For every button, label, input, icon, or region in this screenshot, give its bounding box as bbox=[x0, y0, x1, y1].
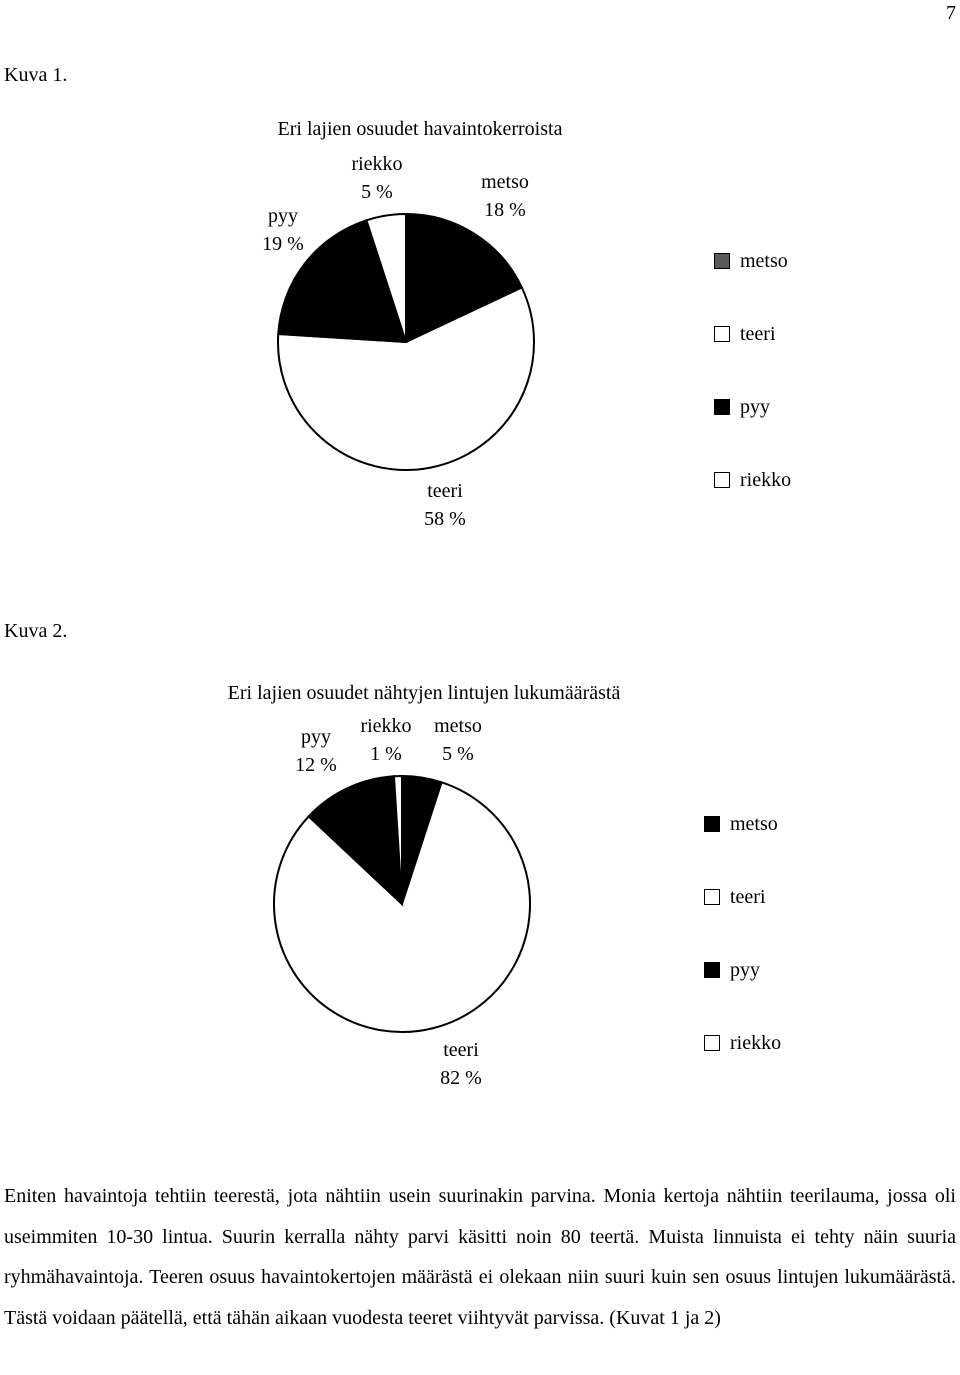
chart-1-legend-label-pyy: pyy bbox=[740, 396, 770, 418]
chart-1-label-riekko: riekko 5 % bbox=[351, 150, 402, 206]
chart-1-label-riekko-value: 5 % bbox=[361, 181, 393, 203]
chart-1-legend: metso teeri pyy riekko bbox=[714, 248, 791, 493]
chart-2-label-riekko-name: riekko bbox=[360, 715, 412, 737]
chart-1-legend-swatch-riekko bbox=[714, 472, 730, 488]
chart-2-legend-swatch-teeri bbox=[704, 889, 720, 905]
chart-1-legend-label-teeri: teeri bbox=[740, 323, 776, 345]
chart-2-legend-label-metso: metso bbox=[730, 813, 778, 835]
chart-2-label-teeri-value: 82 % bbox=[440, 1067, 482, 1089]
chart-2-legend-item-metso: metso bbox=[704, 811, 781, 837]
chart-2-label-pyy-name: pyy bbox=[300, 726, 331, 748]
chart-2-label-metso-value: 5 % bbox=[442, 743, 474, 765]
chart-1-label-teeri-name: teeri bbox=[427, 480, 463, 502]
chart-1-slice-pyy bbox=[277, 219, 408, 344]
chart-2-label-riekko-value: 1 % bbox=[370, 743, 402, 765]
chart-2-legend-swatch-pyy bbox=[704, 962, 720, 978]
chart-2-legend-item-teeri: teeri bbox=[704, 884, 781, 910]
chart-2-label-teeri-name: teeri bbox=[443, 1039, 479, 1061]
chart-2-title: Eri lajien osuudet nähtyjen lintujen luk… bbox=[227, 682, 621, 704]
chart-2-label-teeri: teeri 82 % bbox=[440, 1036, 482, 1092]
body-paragraph: Eniten havaintoja tehtiin teerestä, jota… bbox=[4, 1185, 956, 1329]
chart-2-legend-label-riekko: riekko bbox=[730, 1032, 782, 1054]
chart-1-legend-item-pyy: pyy bbox=[714, 394, 791, 420]
chart-1-legend-item-teeri: teeri bbox=[714, 321, 791, 347]
chart-1-legend-swatch-metso bbox=[714, 253, 730, 269]
chart-2-label-metso: metso 5 % bbox=[434, 712, 482, 768]
chart-2-slice-riekko bbox=[392, 774, 403, 905]
chart-1-legend-swatch-pyy bbox=[714, 399, 730, 415]
chart-1-label-metso-value: 18 % bbox=[484, 199, 526, 221]
figure-2-caption: Kuva 2. bbox=[4, 620, 68, 642]
chart-1-slice-teeri bbox=[277, 286, 535, 471]
chart-1-label-riekko-name: riekko bbox=[351, 153, 403, 175]
chart-1-legend-item-riekko: riekko bbox=[714, 467, 791, 493]
chart-2-legend-swatch-metso bbox=[704, 816, 720, 832]
page-number: 7 bbox=[946, 2, 956, 24]
chart-1-legend-label-metso: metso bbox=[740, 250, 788, 272]
chart-1-title: Eri lajien osuudet havaintokerroista bbox=[277, 118, 563, 140]
chart-1-label-metso: metso 18 % bbox=[481, 168, 529, 224]
chart-1-legend-label-riekko: riekko bbox=[740, 469, 792, 491]
chart-2-slice-pyy bbox=[307, 775, 404, 907]
chart-2-legend-label-teeri: teeri bbox=[730, 886, 766, 908]
chart-1-label-teeri-value: 58 % bbox=[424, 508, 466, 530]
chart-2-legend-label-pyy: pyy bbox=[730, 959, 760, 981]
chart-1-label-pyy-value: 19 % bbox=[262, 233, 304, 255]
chart-2-label-pyy-value: 12 % bbox=[295, 754, 337, 776]
chart-1-label-teeri: teeri 58 % bbox=[424, 477, 466, 533]
chart-1-legend-item-metso: metso bbox=[714, 248, 791, 274]
chart-2-legend-swatch-riekko bbox=[704, 1035, 720, 1051]
chart-2-label-pyy: pyy 12 % bbox=[295, 723, 337, 779]
chart-2-legend-item-riekko: riekko bbox=[704, 1030, 781, 1056]
chart-1-label-metso-name: metso bbox=[481, 171, 529, 193]
chart-2-label-riekko: riekko 1 % bbox=[360, 712, 411, 768]
chart-1-slice-riekko bbox=[365, 212, 407, 343]
chart-2-legend: metso teeri pyy riekko bbox=[704, 811, 781, 1056]
figure-1-caption: Kuva 1. bbox=[4, 64, 68, 86]
chart-2-legend-item-pyy: pyy bbox=[704, 957, 781, 983]
chart-1-label-pyy-name: pyy bbox=[267, 205, 298, 227]
chart-2-label-metso-name: metso bbox=[434, 715, 482, 737]
chart-1-slice-metso bbox=[405, 212, 524, 344]
chart-1-label-pyy: pyy 19 % bbox=[262, 202, 304, 258]
chart-1-legend-swatch-teeri bbox=[714, 326, 730, 342]
